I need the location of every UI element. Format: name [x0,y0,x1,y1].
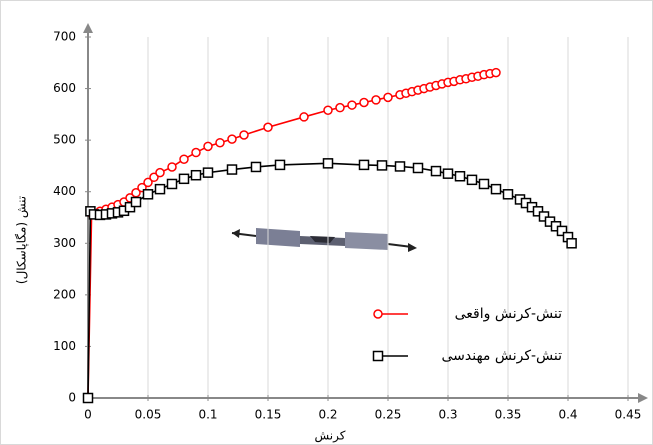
data-point [359,97,369,108]
data-point [227,134,237,144]
data-point [239,130,249,140]
data-point [154,183,166,195]
data-point [478,178,490,190]
data-point [490,183,502,195]
data-point [371,95,381,105]
data-point [250,161,262,173]
data-point [347,100,357,110]
data-point [556,225,568,237]
data-point [430,165,442,177]
specimen-image [231,228,417,252]
data-point [394,161,406,172]
data-point [376,160,388,171]
x-tick-label: 0 [84,408,92,422]
data-point [442,168,454,179]
data-point [179,154,189,164]
y-tick-label: 0 [68,391,76,405]
x-tick-label: 0.15 [255,408,282,422]
data-point [203,141,213,152]
data-point [263,122,273,132]
data-point [131,187,141,198]
data-point [383,92,393,103]
data-point [149,172,159,183]
y-axis-arrow [83,23,93,33]
x-axis-arrow [638,393,648,403]
data-point [412,162,424,174]
x-tick-label: 0.3 [438,408,457,422]
x-axis-title: کرنش [315,429,346,444]
data-point [322,158,334,169]
data-point [155,167,165,178]
x-tick-label: 0.25 [375,408,402,422]
data-point [178,173,190,185]
y-tick-label: 600 [53,81,76,95]
data-point [143,177,153,188]
legend-label: تنش-کرنش مهندسی [441,348,562,364]
data-point [299,112,309,122]
data-point [502,189,514,200]
y-axis-title: تنش (مگاپاسکال) [15,196,30,284]
x-tick-label: 0.2 [318,408,337,422]
y-tick-label: 100 [53,339,76,353]
data-point [226,164,238,175]
y-tick-label: 400 [53,184,76,198]
data-point [167,162,177,172]
data-point [466,174,478,186]
x-tick-label: 0.45 [615,408,642,422]
data-point [191,147,201,158]
data-point [190,169,202,181]
data-point [454,170,466,182]
data-point [142,189,154,200]
legend-marker [372,350,384,362]
x-tick-label: 0.05 [135,408,162,422]
y-tick-label: 300 [53,236,76,250]
data-point [202,167,214,178]
legend-label: تنش-کرنش واقعی [455,306,562,322]
data-point [215,137,225,148]
data-point [130,196,142,208]
data-point [491,67,501,78]
y-tick-label: 700 [53,30,76,44]
x-tick-label: 0.1 [198,408,217,422]
data-point [358,159,370,171]
data-point [335,102,345,113]
legend-marker [373,309,383,319]
data-point [166,178,178,190]
y-tick-label: 500 [53,133,76,147]
data-point [323,105,333,115]
data-point [274,159,286,171]
data-point [82,392,94,404]
x-tick-label: 0.35 [495,408,522,422]
y-tick-label: 200 [53,287,76,301]
x-tick-label: 0.4 [558,408,577,422]
data-point [566,238,577,249]
